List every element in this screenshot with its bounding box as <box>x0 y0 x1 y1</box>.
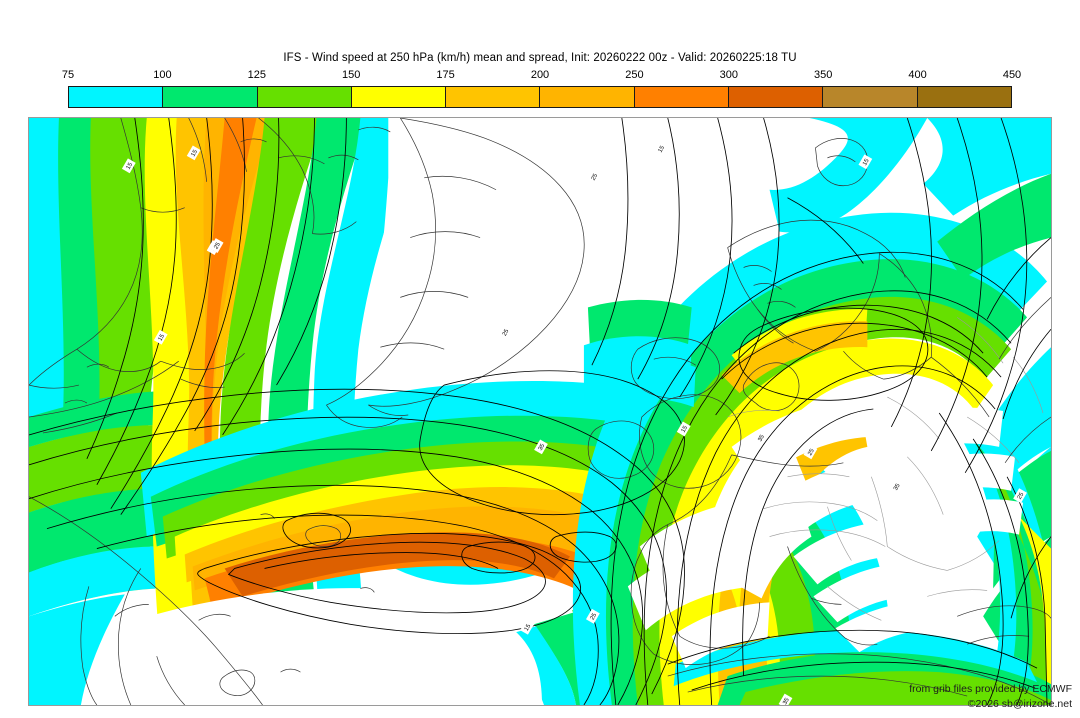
contour-label: 25 <box>803 444 818 460</box>
svg-text:15: 15 <box>862 157 871 166</box>
svg-text:25: 25 <box>502 328 511 337</box>
contour-label: 15 <box>153 329 168 345</box>
svg-text:15: 15 <box>524 623 533 632</box>
colorbar-segment-9 <box>917 87 1011 107</box>
svg-text:25: 25 <box>590 612 599 621</box>
colorbar-segment-2 <box>257 87 352 107</box>
colorbar-tick-2: 125 <box>247 69 266 81</box>
svg-text:25: 25 <box>213 241 222 250</box>
colorbar-tick-1: 100 <box>153 69 172 81</box>
colorbar <box>68 86 1012 108</box>
spread-contours <box>29 118 1051 705</box>
colorbar-tick-4: 175 <box>436 69 455 81</box>
contour-label: 25 <box>1013 488 1027 504</box>
contour-label: 15 <box>520 619 534 635</box>
contour-label: 25 <box>586 608 600 624</box>
coastlines <box>29 118 1051 705</box>
svg-text:15: 15 <box>190 149 199 158</box>
colorbar-segment-8 <box>823 87 918 107</box>
svg-text:35: 35 <box>538 443 547 452</box>
colorbar-segment-6 <box>634 87 730 107</box>
contour-label: 15 <box>121 158 136 174</box>
svg-text:15: 15 <box>680 425 689 434</box>
colorbar-tick-6: 250 <box>625 69 644 81</box>
contour-labels: 151515251525351525152535352515253515 <box>121 141 1027 705</box>
colorbar-tick-7: 300 <box>719 69 738 81</box>
svg-text:35: 35 <box>893 482 902 491</box>
colorbar-tick-9: 400 <box>908 69 927 81</box>
svg-text:15: 15 <box>126 161 135 170</box>
weather-map: 151515251525351525152535352515253515 <box>29 118 1051 705</box>
colorbar-tick-labels: 75 100 125 150 175 200 250 300 350 400 4… <box>62 69 1021 83</box>
colorbar-tick-8: 350 <box>814 69 833 81</box>
colorbar-segment-5 <box>540 87 635 107</box>
svg-text:35: 35 <box>757 434 766 443</box>
colorbar-segment-3 <box>351 87 447 107</box>
map-panel[interactable]: 151515251525351525152535352515253515 <box>28 117 1052 706</box>
colorbar-tick-3: 150 <box>342 69 361 81</box>
colorbar-segment-4 <box>446 87 541 107</box>
contour-label: 25 <box>587 169 601 185</box>
colorbar-segment-1 <box>163 87 258 107</box>
contour-label: 35 <box>534 439 548 455</box>
contour-label: 25 <box>209 238 224 253</box>
contour-label: 15 <box>186 145 201 161</box>
contour-label: 35 <box>889 479 904 495</box>
svg-text:25: 25 <box>807 447 816 456</box>
contour-label: 35 <box>778 693 793 705</box>
colorbar-segment-7 <box>729 87 824 107</box>
contour-label: 15 <box>676 421 691 437</box>
contour-label: 25 <box>498 324 512 340</box>
colorbar-segments <box>68 86 1012 108</box>
svg-text:15: 15 <box>158 333 167 342</box>
contour-label: 15 <box>858 154 873 170</box>
svg-text:25: 25 <box>591 172 600 181</box>
windspeed-shading <box>29 118 1051 705</box>
colorbar-tick-0: 75 <box>61 69 75 81</box>
colorbar-segment-0 <box>69 87 164 107</box>
svg-text:35: 35 <box>782 697 791 705</box>
page-title: IFS - Wind speed at 250 hPa (km/h) mean … <box>283 52 797 64</box>
colorbar-tick-10: 450 <box>1002 69 1022 81</box>
contour-label: 15 <box>653 141 668 157</box>
svg-text:25: 25 <box>1017 491 1026 500</box>
svg-text:15: 15 <box>658 145 667 154</box>
contour-label: 35 <box>753 430 768 446</box>
colorbar-tick-5: 200 <box>530 69 550 81</box>
